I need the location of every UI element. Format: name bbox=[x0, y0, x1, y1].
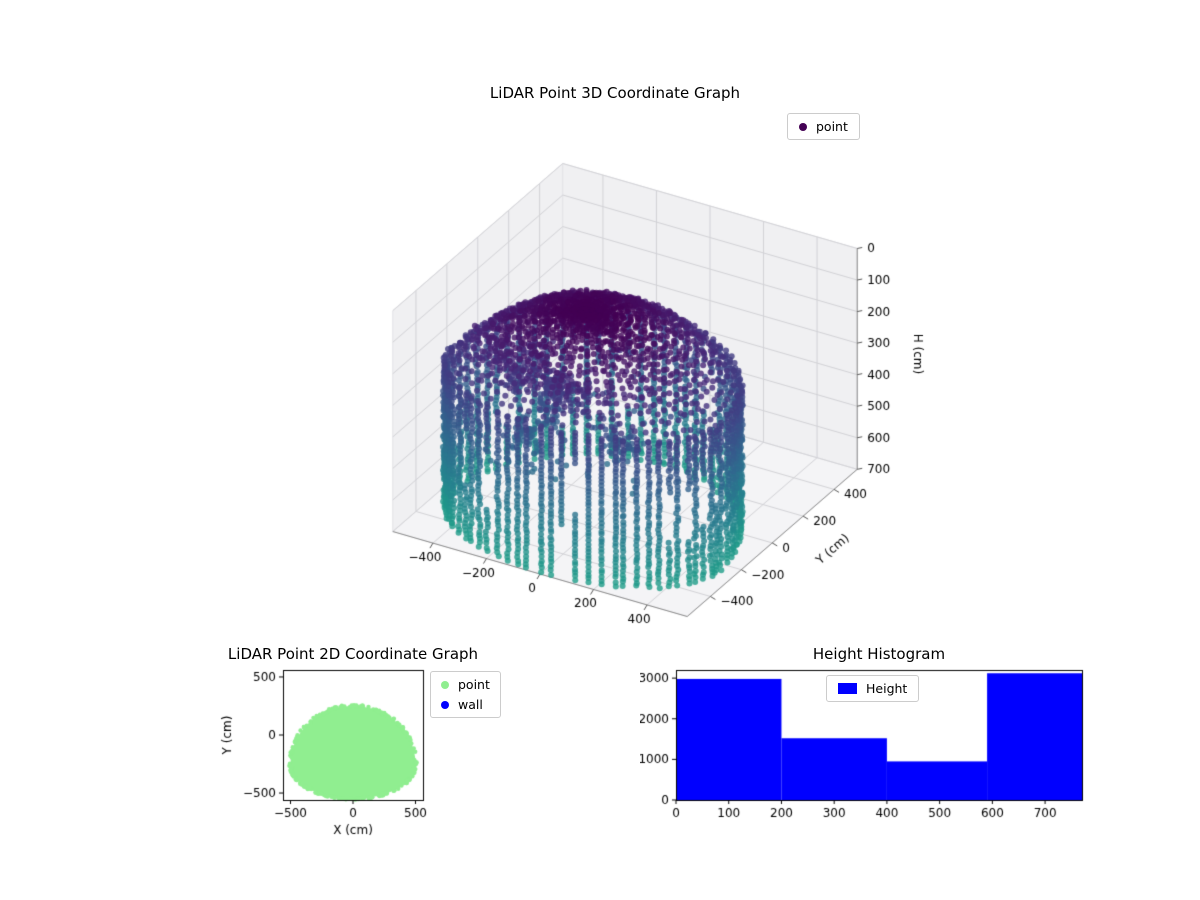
point-marker-icon bbox=[799, 122, 807, 131]
legend-hist-label-height: Height bbox=[866, 681, 908, 696]
legend-2d: point wall bbox=[430, 671, 501, 718]
lidar-3d-scatter-plot bbox=[330, 140, 950, 650]
chart-title-histogram: Height Histogram bbox=[812, 645, 946, 663]
legend-2d-row-wall: wall bbox=[441, 697, 483, 712]
height-bar-swatch-icon bbox=[838, 683, 857, 694]
chart-title-3d: LiDAR Point 3D Coordinate Graph bbox=[489, 84, 741, 102]
legend-3d: point bbox=[787, 113, 860, 140]
lidar-2d-scatter-plot bbox=[200, 662, 440, 852]
legend-2d-label-point: point bbox=[458, 677, 490, 692]
point-marker-icon bbox=[441, 680, 449, 689]
legend-3d-label-point: point bbox=[816, 119, 848, 134]
legend-2d-label-wall: wall bbox=[458, 697, 483, 712]
legend-2d-row-point: point bbox=[441, 677, 490, 692]
chart-title-2d: LiDAR Point 2D Coordinate Graph bbox=[227, 645, 479, 663]
wall-marker-icon bbox=[441, 700, 449, 709]
legend-histogram: Height bbox=[826, 675, 920, 702]
